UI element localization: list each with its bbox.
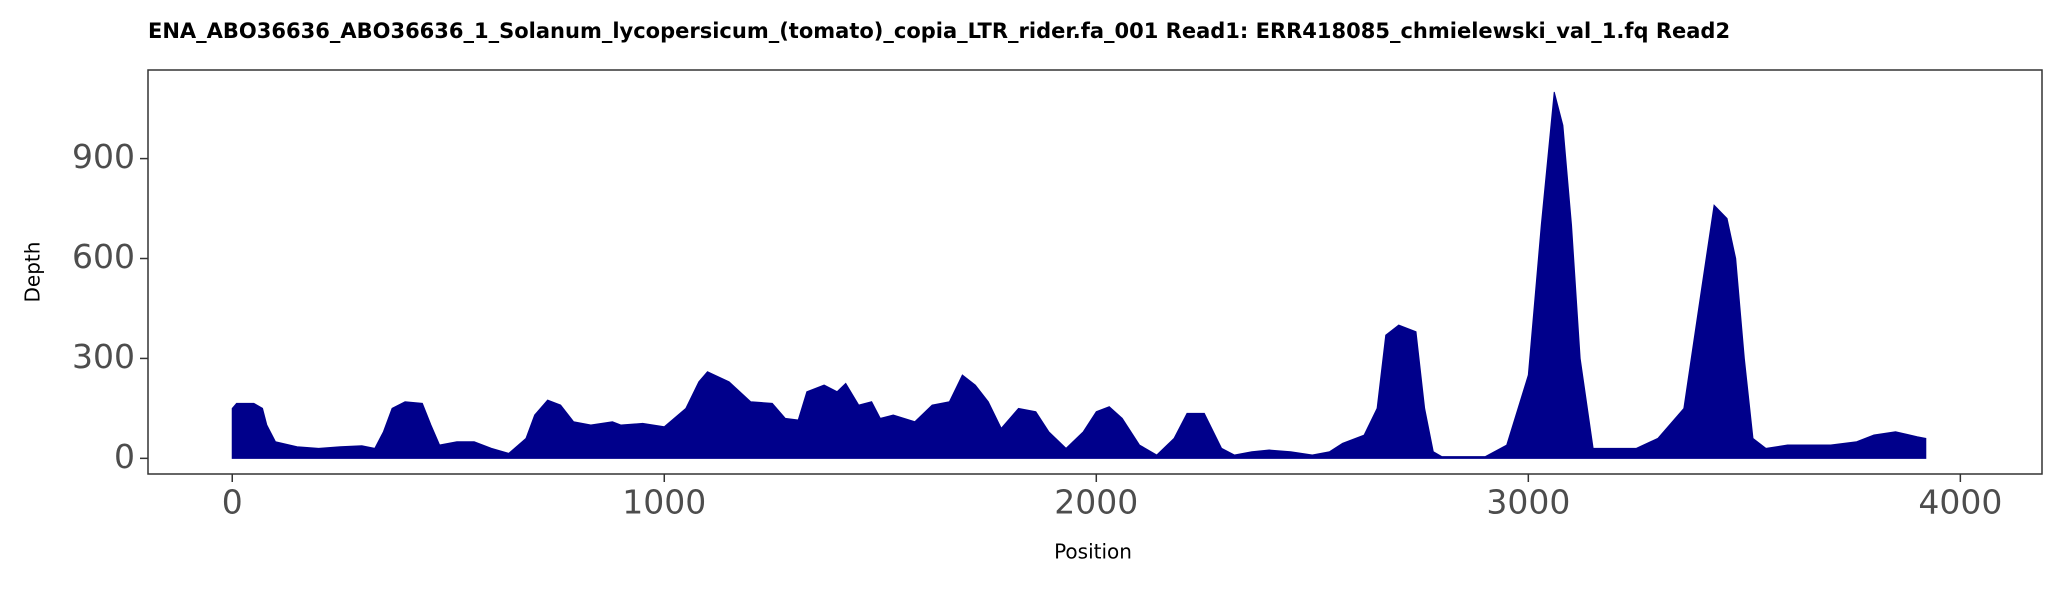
chart-title: ENA_ABO36636_ABO36636_1_Solanum_lycopers… [148,19,1730,43]
area [231,91,1927,459]
x-tick-label: 0 [222,483,243,522]
x-tick-label: 4000 [1918,483,2002,522]
x-tick-label: 2000 [1054,483,1138,522]
y-tick-label: 900 [72,137,135,176]
x-tick-label: 3000 [1486,483,1570,522]
panel-border [147,69,2043,475]
y-axis-title: Depth [21,242,45,303]
y-tick-label: 300 [72,337,135,376]
x-axis-title: Position [1054,540,1132,564]
y-tick-label: 600 [72,237,135,276]
x-tick-label: 1000 [622,483,706,522]
y-tick-label: 0 [114,437,135,476]
